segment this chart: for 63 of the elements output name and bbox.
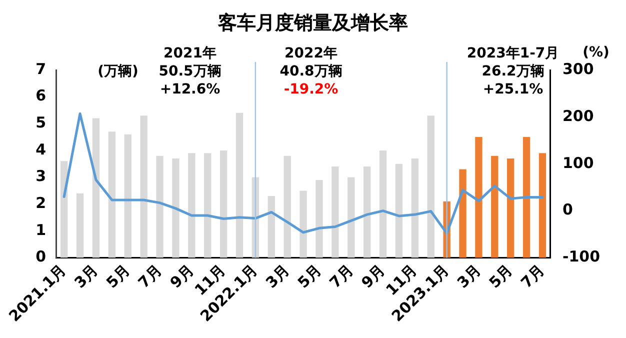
bar [300, 190, 307, 258]
bar [459, 169, 466, 258]
y2-tick-label: 0 [562, 200, 573, 219]
y2-tick-label: 100 [562, 154, 594, 172]
text: 2022年 [284, 46, 338, 62]
bar [220, 150, 228, 258]
y2-axis-title: (%) [582, 44, 610, 61]
x-tick-label: 5月 [102, 260, 134, 292]
bar [538, 153, 546, 258]
y2-tick-label: 300 [562, 60, 594, 78]
bar [316, 180, 323, 258]
y-tick-label: 7 [36, 60, 46, 78]
bar [427, 116, 434, 258]
y-tick-label: 0 [36, 248, 46, 266]
bar [188, 153, 196, 258]
bar [363, 166, 371, 258]
bar [475, 137, 482, 258]
bar [268, 196, 275, 258]
bar [76, 193, 84, 258]
chart-title: 客车月度销量及增长率 [217, 12, 408, 34]
text: 2021年 [164, 46, 216, 62]
y-axis-title: (万辆) [98, 64, 138, 80]
y-tick-label: 1 [36, 220, 46, 239]
bar [108, 132, 116, 258]
bar [332, 166, 339, 258]
y-tick-label: 6 [36, 86, 46, 105]
bar [172, 158, 180, 258]
y-tick-label: 3 [36, 167, 46, 186]
annotation: +25.1% [482, 82, 544, 98]
annotation: 40.8万辆 [280, 64, 342, 80]
bar [522, 137, 530, 258]
y-tick-label: 5 [36, 114, 46, 132]
annotation: 26.2万辆 [482, 64, 544, 80]
y-tick-label: 4 [36, 140, 46, 158]
bar [236, 112, 244, 258]
x-tick-label: 7月 [517, 260, 548, 292]
x-tick-label: 7月 [326, 260, 357, 292]
text: 2023年1-7月 [466, 46, 560, 62]
bar [411, 158, 419, 258]
annotation: 50.5万辆 [158, 64, 222, 80]
y2-tick-label: -100 [562, 248, 600, 266]
annotation: +12.6% [160, 82, 220, 98]
bar [379, 150, 387, 258]
x-tick-label: 3月 [70, 260, 102, 292]
bar [395, 164, 403, 258]
x-tick-label: 3月 [454, 260, 484, 292]
bar [140, 116, 148, 258]
bar [284, 156, 291, 258]
bar [204, 153, 212, 258]
bar [60, 161, 68, 258]
annotation: -19.2% [284, 82, 338, 98]
bar [156, 156, 164, 258]
bar [348, 177, 355, 258]
y-tick-label: 2 [36, 194, 46, 212]
bar [124, 134, 132, 258]
bar [491, 156, 498, 258]
x-tick-label: 5月 [485, 260, 516, 292]
x-tick-label: 7月 [134, 260, 166, 292]
x-tick-label: 3月 [262, 260, 293, 292]
x-tick-label: 5月 [294, 260, 325, 292]
y2-tick-label: 200 [562, 106, 594, 125]
bar [507, 158, 514, 258]
bar [92, 118, 100, 258]
